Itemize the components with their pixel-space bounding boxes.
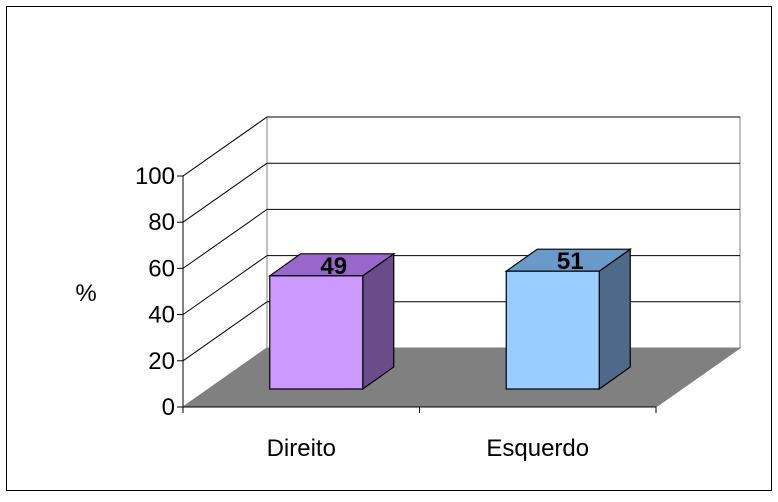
gridline-side xyxy=(182,162,268,223)
y-axis-label: % xyxy=(75,280,96,307)
bar-esquerdo: 51 xyxy=(504,248,633,391)
gridline-side xyxy=(182,116,268,177)
bar-direito: 49 xyxy=(267,252,396,391)
gridline-side xyxy=(182,208,268,269)
y-tick-label: 20 xyxy=(148,348,175,375)
y-tick-label: 60 xyxy=(148,255,175,282)
x-tick-label: Direito xyxy=(267,435,336,462)
y-tick-label: 0 xyxy=(162,394,175,421)
y-tick-label: 100 xyxy=(135,163,175,190)
bar-side xyxy=(598,248,631,391)
chart-floor xyxy=(181,347,742,408)
bars-group: 49 51 xyxy=(267,248,633,391)
x-axis-labels: Direito Esquerdo xyxy=(267,435,590,462)
data-label: 51 xyxy=(557,248,584,275)
bar-front xyxy=(505,270,600,390)
bar-front xyxy=(269,275,364,390)
y-tick-label: 80 xyxy=(148,209,175,236)
data-label: 49 xyxy=(320,253,347,280)
gridline-side xyxy=(182,255,268,316)
gridline-side xyxy=(182,301,268,362)
bar-side xyxy=(362,252,395,391)
y-axis: 0 20 40 60 80 100 xyxy=(135,163,657,421)
y-tick-label: 40 xyxy=(148,302,175,329)
chart-floor-plane xyxy=(181,347,742,408)
x-tick-label: Esquerdo xyxy=(486,435,589,462)
